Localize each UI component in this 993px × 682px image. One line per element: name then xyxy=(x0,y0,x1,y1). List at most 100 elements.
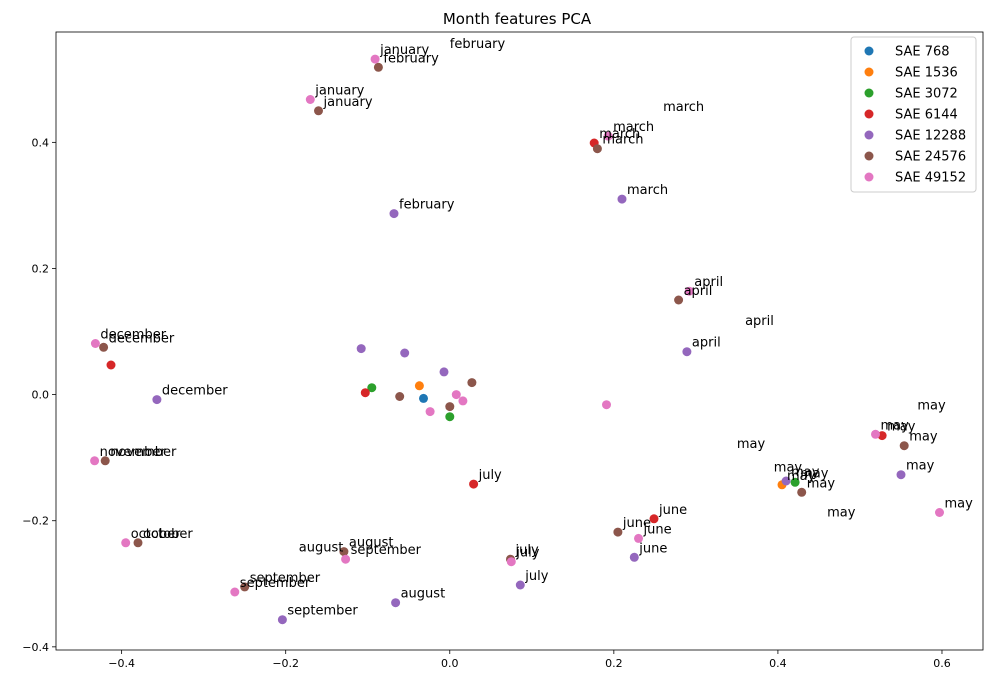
point-s6-12 xyxy=(603,131,613,141)
point-label: september xyxy=(287,604,358,619)
point-label: july xyxy=(524,569,548,584)
point-label: may xyxy=(787,469,816,484)
point-label: december xyxy=(109,331,175,346)
point-label: november xyxy=(100,445,167,460)
point-label: september xyxy=(250,571,321,586)
x-axis: −0.4 −0.2 0.0 0.2 0.4 0.6 xyxy=(108,650,951,670)
point-label: march xyxy=(599,127,640,142)
legend-entry: SAE 3072 xyxy=(895,87,958,102)
point-label: march xyxy=(602,133,643,148)
x-tick-label: 0.4 xyxy=(769,657,787,670)
legend-marker xyxy=(864,172,874,182)
point-label: june xyxy=(658,503,687,518)
point-label: may xyxy=(945,497,974,512)
point-s5-6 xyxy=(100,456,110,466)
x-tick-label: −0.2 xyxy=(272,657,299,670)
point-label: december xyxy=(100,328,166,343)
point-s4-3 xyxy=(152,395,162,405)
point-s6-10 xyxy=(341,554,351,564)
point-label: october xyxy=(143,527,193,542)
point-s4-10 xyxy=(682,347,692,357)
x-tick-label: 0.6 xyxy=(933,657,951,670)
point-label: may xyxy=(887,420,916,435)
point-s6-3 xyxy=(602,400,611,410)
point-s2-1 xyxy=(445,412,455,422)
point-s4-12 xyxy=(896,470,906,480)
point-s3-1 xyxy=(360,388,370,398)
point-s6-8 xyxy=(121,538,131,548)
point-s5-4 xyxy=(314,106,323,116)
point-s4-2 xyxy=(439,367,449,377)
point-label: july xyxy=(515,543,539,558)
point-s5-1 xyxy=(445,402,455,412)
point-label: january xyxy=(323,95,373,110)
y-tick-label: 0.0 xyxy=(32,389,50,402)
point-s6-16 xyxy=(935,508,944,517)
free-label: may xyxy=(737,437,766,452)
y-tick-label: −0.2 xyxy=(22,515,49,528)
point-s5-5 xyxy=(99,342,109,352)
point-label: june xyxy=(622,516,651,531)
point-s6-7 xyxy=(90,456,100,466)
point-label: march xyxy=(627,183,668,198)
legend-entry: SAE 49152 xyxy=(895,171,966,186)
point-label: january xyxy=(379,43,429,58)
legend-marker xyxy=(864,67,874,77)
point-s3-0 xyxy=(106,360,116,370)
point-s4-6 xyxy=(277,615,287,625)
legend-entry: SAE 768 xyxy=(895,45,950,60)
free-label: march xyxy=(663,100,704,115)
legend-marker xyxy=(864,88,874,98)
point-s6-4 xyxy=(370,54,380,64)
free-label: may xyxy=(774,461,803,476)
legend-entry: SAE 1536 xyxy=(895,66,958,81)
legend: SAE 768 SAE 1536 SAE 3072 SAE 6144 SAE 12288… xyxy=(850,36,977,193)
legend-marker xyxy=(864,130,874,140)
point-s0-0 xyxy=(419,393,428,403)
point-s5-15 xyxy=(899,441,909,451)
point-s4-7 xyxy=(515,580,525,590)
point-label: november xyxy=(110,445,177,460)
point-label: may xyxy=(881,418,910,433)
chart-title: Month features PCA xyxy=(443,10,592,28)
free-label: february xyxy=(450,37,506,52)
point-label: june xyxy=(643,522,672,537)
point-label: july xyxy=(515,546,539,561)
y-axis: −0.4 −0.2 0.0 0.2 0.4 xyxy=(22,136,56,654)
plot-frame xyxy=(55,31,984,651)
point-label: august xyxy=(401,587,446,602)
legend-marker xyxy=(864,109,874,119)
free-label: may xyxy=(917,399,946,414)
y-tick-label: −0.4 xyxy=(22,641,49,654)
point-s5-14 xyxy=(797,487,807,497)
point-label: may xyxy=(791,465,820,480)
point-label: january xyxy=(314,84,364,99)
point-s6-1 xyxy=(458,396,468,406)
point-s4-1 xyxy=(400,348,410,358)
point-s6-14 xyxy=(684,286,694,296)
point-s6-9 xyxy=(230,587,240,597)
point-s5-2 xyxy=(467,378,477,388)
point-label: may xyxy=(807,476,836,491)
point-label: october xyxy=(131,527,181,542)
y-tick-label: 0.2 xyxy=(32,262,50,275)
point-s4-5 xyxy=(391,598,401,608)
point-s4-4 xyxy=(389,209,399,219)
point-s6-13 xyxy=(634,533,643,543)
legend-marker xyxy=(864,151,874,161)
point-s5-9 xyxy=(339,547,349,557)
point-label: april xyxy=(692,336,721,351)
point-label: april xyxy=(694,275,723,290)
x-tick-label: −0.4 xyxy=(108,657,135,670)
point-s3-4 xyxy=(649,514,659,524)
point-label: march xyxy=(613,120,654,135)
labels-layer: maymayjulymarchjunemaydecemberfebruaryau… xyxy=(100,37,974,619)
legend-entry: SAE 12288 xyxy=(895,129,966,144)
point-label: may xyxy=(800,466,829,481)
point-label: february xyxy=(399,198,455,213)
point-s1-0 xyxy=(414,381,424,391)
point-s4-8 xyxy=(617,194,627,204)
point-label: september xyxy=(240,576,311,591)
point-s4-0 xyxy=(356,344,366,354)
